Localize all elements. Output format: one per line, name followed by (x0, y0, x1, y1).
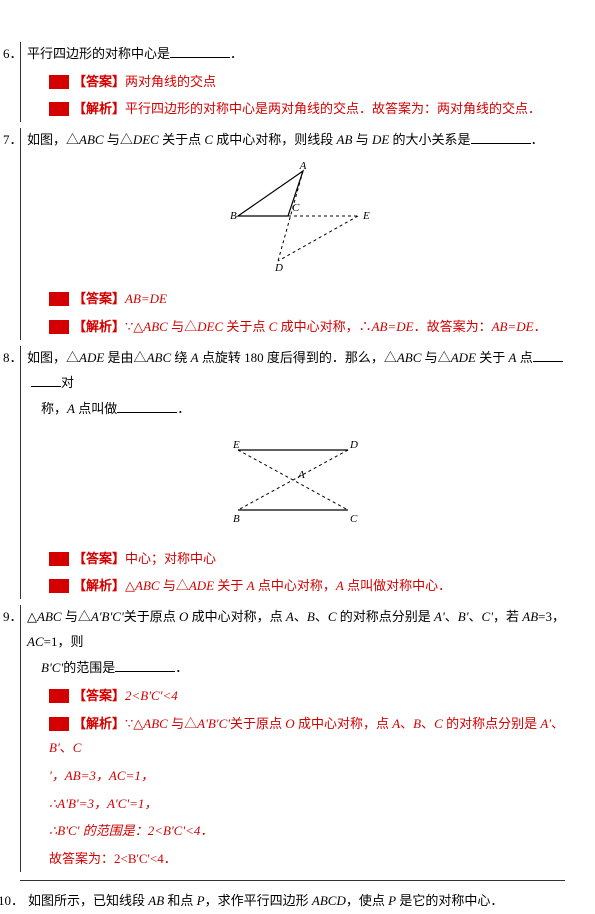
q6-stem: 6． 平行四边形的对称中心是． (21, 42, 565, 67)
question-7: 7． 如图，△ABC 与△DEC 关于点 C 成中心对称，则线段 AB 与 DE… (20, 128, 565, 340)
svg-text:E: E (232, 439, 240, 451)
red-bar-icon (49, 292, 69, 306)
q6-analysis: 【解析】平行四边形的对称中心是两对角线的交点．故答案为：两对角线的交点． (21, 97, 565, 122)
q9-analysis-l4: ∴B'C' 的范围是：2<B'C'<4． (21, 819, 565, 844)
svg-text:A: A (297, 469, 305, 481)
q8-figure: E D A B C (21, 430, 565, 539)
rotation-diagram-icon: E D A B C (198, 430, 388, 530)
svg-text:D: D (349, 439, 358, 451)
separator (20, 880, 565, 881)
q7-answer: 【答案】AB=DE (21, 287, 565, 312)
q10-number: 10． (0, 889, 24, 914)
red-bar-icon (49, 320, 69, 334)
q7-analysis: 【解析】∵△ABC 与△DEC 关于点 C 成中心对称，∴AB=DE．故答案为：… (21, 315, 565, 340)
q8-answer: 【答案】中心；对称中心 (21, 547, 565, 572)
analysis-label: 【解析】 (73, 101, 125, 116)
question-6: 6． 平行四边形的对称中心是． 【答案】两对角线的交点 【解析】平行四边形的对称… (20, 42, 565, 122)
q9-analysis-l2: '，AB=3，AC=1， (21, 764, 565, 789)
blank (170, 45, 230, 58)
q8-stem-l2: 称，A 点叫做． (21, 397, 565, 422)
q8-analysis: 【解析】△ABC 与△ADE 关于 A 点中心对称，A 点叫做对称中心． (21, 574, 565, 599)
svg-text:E: E (362, 210, 370, 222)
q9-analysis-l5: 故答案为：2<B'C'<4． (21, 847, 565, 872)
question-9: 9． △ABC 与△A'B'C'关于原点 O 成中心对称，点 A、B、C 的对称… (20, 605, 565, 872)
svg-text:C: C (350, 513, 358, 525)
q9-analysis-l1: 【解析】∵△ABC 与△A'B'C'关于原点 O 成中心对称，点 A、B、C 的… (21, 712, 565, 761)
q7-stem: 7． 如图，△ABC 与△DEC 关于点 C 成中心对称，则线段 AB 与 DE… (21, 128, 565, 153)
red-bar-icon (49, 102, 69, 116)
red-bar-icon (49, 552, 69, 566)
blank (471, 131, 531, 144)
svg-text:C: C (292, 202, 300, 214)
answer-label: 【答案】 (73, 74, 125, 89)
q8-stem-l1: 8． 如图，△ADE 是由△ABC 绕 A 点旋转 180 度后得到的．那么，△… (21, 346, 565, 395)
q6-answer-text: 两对角线的交点 (125, 74, 216, 89)
q6-text-a: 平行四边形的对称中心是 (27, 46, 170, 61)
q6-number: 6． (3, 42, 23, 67)
q8-number: 8． (3, 346, 23, 371)
question-8: 8． 如图，△ADE 是由△ABC 绕 A 点旋转 180 度后得到的．那么，△… (20, 346, 565, 599)
q9-stem-l1: 9． △ABC 与△A'B'C'关于原点 O 成中心对称，点 A、B、C 的对称… (21, 605, 565, 654)
q7-number: 7． (3, 128, 23, 153)
q9-answer: 【答案】2<B'C'<4 (21, 684, 565, 709)
q7-figure: A B C E D (21, 161, 565, 280)
svg-text:B: B (233, 513, 240, 525)
q10-stem: 10． 如图所示，已知线段 AB 和点 P，求作平行四边形 ABCD，使点 P … (20, 889, 565, 914)
red-bar-icon (49, 717, 69, 731)
question-10: 10． 如图所示，已知线段 AB 和点 P，求作平行四边形 ABCD，使点 P … (20, 889, 565, 914)
red-bar-icon (49, 689, 69, 703)
red-bar-icon (49, 579, 69, 593)
q6-text-b: ． (230, 46, 243, 61)
q9-stem-l2: B'C'的范围是． (21, 656, 565, 681)
triangle-diagram-icon: A B C E D (208, 161, 378, 271)
q9-analysis-l3: ∴A'B'=3，A'C'=1， (21, 792, 565, 817)
svg-text:B: B (230, 210, 237, 222)
q6-answer: 【答案】两对角线的交点 (21, 70, 565, 95)
q9-number: 9． (3, 605, 23, 630)
svg-text:D: D (274, 262, 283, 271)
svg-text:A: A (299, 161, 307, 172)
q6-analysis-text: 平行四边形的对称中心是两对角线的交点．故答案为：两对角线的交点． (125, 101, 541, 116)
red-bar-icon (49, 75, 69, 89)
